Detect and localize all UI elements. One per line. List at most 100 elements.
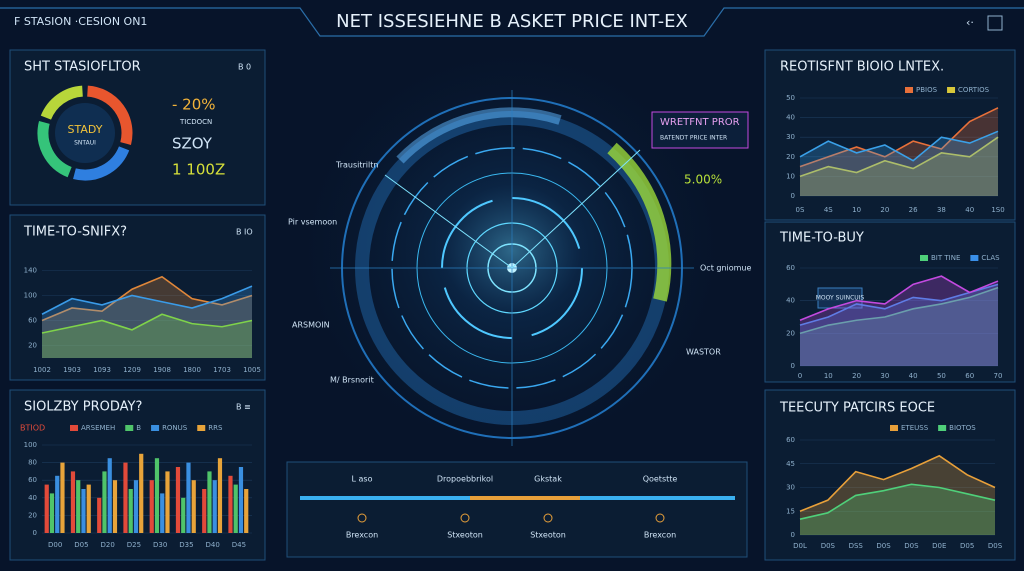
y-tick-label: 100 <box>24 292 37 300</box>
bar <box>149 480 154 533</box>
y-tick-label: 100 <box>24 441 37 449</box>
bar <box>86 484 91 533</box>
y-tick-label: 80 <box>28 459 37 467</box>
x-tick-label: D25 <box>127 541 141 549</box>
area-fill <box>800 276 998 366</box>
stat: 1 100Z <box>172 161 225 179</box>
bar <box>55 475 60 533</box>
y-tick-label: 40 <box>28 494 37 502</box>
panel-title: SHT STASIOFLTOR <box>24 60 141 75</box>
bar <box>181 497 186 533</box>
panel-tag: B 0 <box>238 63 251 72</box>
y-tick-label: 40 <box>786 114 795 122</box>
callout: WRETFNT PROR <box>660 117 740 128</box>
x-tick-label: D40 <box>205 541 219 549</box>
bar <box>202 489 207 533</box>
x-tick-label: 1908 <box>153 366 171 374</box>
legend-swatch <box>151 425 160 431</box>
y-tick-label: 60 <box>786 264 795 272</box>
timeline-label: Gkstak <box>534 475 562 484</box>
timeline-label: Dropoebbrikol <box>437 475 493 484</box>
x-tick-label: 40 <box>965 206 974 214</box>
legend-label: ETEUSS <box>901 424 929 432</box>
timeline-label: L aso <box>352 475 373 484</box>
x-tick-label: DSS <box>849 542 864 550</box>
panel-title: TIME-TO-BUY <box>779 231 864 246</box>
legend-swatch <box>890 425 898 431</box>
y-tick-label: 20 <box>28 511 37 519</box>
arc-accent <box>396 107 562 164</box>
legend-swatch <box>938 425 947 431</box>
menu-icon[interactable] <box>987 15 1003 31</box>
bar <box>175 467 181 533</box>
y-tick-label: 60 <box>28 476 37 484</box>
callout-box <box>651 111 749 149</box>
y-tick-label: 60 <box>786 436 795 444</box>
y-tick-label: 0 <box>791 362 795 370</box>
line <box>41 313 253 334</box>
y-tick-label: 50 <box>786 94 795 102</box>
y-tick-label: 30 <box>786 484 795 492</box>
x-tick-label: D0L <box>793 542 807 550</box>
bar <box>76 480 81 533</box>
line <box>799 275 999 322</box>
x-tick-label: D0S <box>904 542 919 550</box>
bar <box>228 475 233 533</box>
y-tick-label: 45 <box>786 460 795 468</box>
x-tick-label: 1002 <box>33 366 51 374</box>
x-tick-label: 38 <box>937 206 946 214</box>
x-tick-label: D0E <box>932 542 946 550</box>
legend-swatch <box>905 87 913 93</box>
back-icon[interactable]: ‹· <box>966 16 974 29</box>
x-tick-label: D0S <box>876 542 891 550</box>
y-tick-label: 10 <box>786 172 795 180</box>
legend-label: B <box>136 424 141 432</box>
y-tick-label: 140 <box>24 267 37 275</box>
header-title: NET ISSESIEHNE B ASKET PRICE INT-EX <box>336 11 688 32</box>
x-tick-label: 1005 <box>243 366 261 374</box>
panel-title: REOTISFNT BIOIO LNTEX. <box>780 60 944 75</box>
panel-title: TIME-TO-SNIFX? <box>23 225 127 240</box>
line <box>799 130 999 162</box>
callout: ARSMOIN <box>292 321 330 330</box>
panel <box>764 49 1016 221</box>
donut-segment <box>86 85 133 145</box>
panel-title: TEECUTY PATCIRS EOCE <box>779 401 935 416</box>
x-tick-label: 10 <box>852 206 861 214</box>
bar <box>207 471 212 533</box>
line <box>41 285 253 315</box>
legend-title: BTIOD <box>20 424 45 433</box>
legend-label: CORTIOS <box>958 86 990 94</box>
stat: SZOY <box>172 135 213 153</box>
x-tick-label: 4S <box>824 206 833 214</box>
donut-label: STADY <box>68 123 103 136</box>
area-fill <box>800 455 995 535</box>
legend-swatch <box>920 255 928 261</box>
panel-tag: B ≡ <box>236 403 251 412</box>
x-tick-label: D05 <box>74 541 88 549</box>
line <box>799 136 999 178</box>
legend-swatch <box>125 425 134 431</box>
line <box>41 275 253 322</box>
timeline-panel <box>286 461 748 558</box>
bar <box>191 480 196 533</box>
bar <box>238 467 244 533</box>
timeline-label: Qoetstte <box>643 475 678 484</box>
legend-label: PBIOS <box>916 86 938 94</box>
x-tick-label: 1209 <box>123 366 141 374</box>
panel-title: SIOLZBY PRODAY? <box>24 400 142 415</box>
area-fill <box>800 131 998 196</box>
legend-swatch <box>970 255 979 261</box>
bar <box>102 471 107 533</box>
area-fill <box>800 287 998 366</box>
donut-core <box>55 103 115 163</box>
stat-caption: TICDOCN <box>179 118 212 126</box>
x-tick-label: 70 <box>994 372 1003 380</box>
callout: 5.00% <box>684 173 722 187</box>
radial-graphic <box>330 90 694 446</box>
x-tick-label: 1903 <box>63 366 81 374</box>
x-tick-label: D20 <box>100 541 114 549</box>
x-tick-label: 0S <box>796 206 805 214</box>
